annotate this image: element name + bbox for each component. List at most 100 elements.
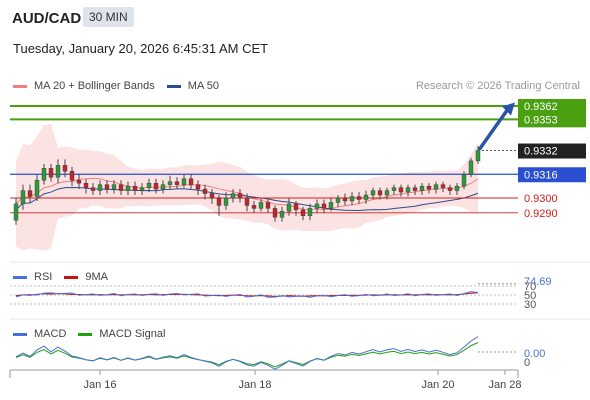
level-label-0.9362: 0.9362 [524,101,558,113]
candle-body [195,184,201,190]
candle-body [405,187,411,193]
candle-body [48,168,54,178]
macd-signal-line [15,342,479,368]
x-tick-label-2: Jan 20 [421,379,454,391]
macd-swatch [13,332,27,336]
candle-body [398,187,404,193]
candle-body [370,190,376,196]
candle-body [20,190,26,205]
candle-body [97,184,103,191]
rsi-tick-30: 30 [524,299,536,311]
projection-arrow-head [502,102,515,116]
level-label-0.9316: 0.9316 [524,169,558,181]
candle-body [265,202,271,209]
level-label-0.9290: 0.9290 [524,208,558,220]
candle-body [167,181,173,185]
candle-body [111,184,117,190]
candle-body [258,202,264,209]
candle-body [132,185,138,191]
x-tick-label-0: Jan 16 [83,379,116,391]
candle-body [307,208,313,217]
candle-body [181,178,187,185]
rsi-swatch [13,275,27,279]
candle-body [153,182,159,190]
candle-body [55,165,61,178]
candle-body [363,194,369,200]
candle-body [125,185,131,191]
candle-body [244,197,250,206]
candle-body [139,187,145,191]
candle-body [475,150,481,162]
candle-body [230,193,236,199]
candle-body [314,203,320,209]
macd-signal-swatch [78,332,93,336]
candle-body [328,202,334,209]
candle-body [188,178,194,185]
rsi-tick-70: 70 [524,281,536,293]
legend-9ma-label: 9MA [85,271,108,283]
x-tick-label-3: Jan 28 [488,379,521,391]
research-credit: Research © 2026 Trading Central [415,80,580,92]
candle-body [454,185,460,191]
legend-main: MA 20 + Bollinger Bands MA 50 [13,80,219,92]
candle-body [461,174,467,187]
candle-body [412,187,418,191]
candle-body [90,187,96,191]
candle-body [209,193,215,199]
candle-body [426,185,432,190]
legend-ma20-label: MA 20 + Bollinger Bands [34,80,155,92]
macd-line [15,336,479,370]
legend-macd-label: MACD [34,328,67,340]
legend-rsi: RSI 9MA [13,271,108,283]
level-tag-0.9316 [518,167,586,183]
candle-body [272,208,278,218]
candle-body [69,171,75,181]
candle-body [356,196,362,200]
candle-body [223,197,229,206]
rsi-line [15,291,479,298]
bollinger-band-area [16,124,478,251]
current-price-tag [518,143,586,159]
ma20-swatch [13,84,27,88]
symbol-title: AUD/CAD [12,10,82,27]
candle-body [202,188,208,194]
candle-body [13,203,19,221]
candle-body [118,184,124,191]
candle-body [62,165,68,172]
candle-body [342,197,348,202]
candle-body [293,203,299,211]
timestamp: Tuesday, January 20, 2026 6:45:31 AM CET [13,41,269,56]
level-tag-0.9362 [518,99,586,114]
macd-tick-0: 0 [524,357,530,369]
candle-body [391,187,397,191]
candle-body [237,193,243,199]
candle-body [286,203,292,212]
rsi-tick-50: 50 [524,290,536,302]
candle-body [433,184,439,190]
projection-arrow-shaft [478,107,510,151]
level-label-0.9300: 0.9300 [524,193,558,205]
ma50-swatch [166,84,181,88]
candle-body [321,203,327,209]
legend-macd-signal-label: MACD Signal [99,328,166,340]
candle-body [419,185,425,191]
level-label-0.9353: 0.9353 [524,114,558,126]
legend-macd: MACD MACD Signal [13,328,165,340]
level-tag-0.9353 [518,112,586,128]
candle-body [104,184,110,190]
legend-rsi-label: RSI [34,271,53,283]
candle-body [146,182,152,188]
candle-body [76,179,82,184]
candle-body [300,209,306,217]
candle-body [27,190,33,197]
candle-body [468,160,474,175]
candle-body [41,168,47,181]
timeframe-badge[interactable]: 30 MIN [83,7,134,27]
candle-body [34,179,40,197]
candle-body [251,205,257,209]
candle-body [83,182,89,188]
candle-body [174,181,180,185]
candle-body [377,190,383,196]
current-price-label: 0.9332 [524,146,558,158]
